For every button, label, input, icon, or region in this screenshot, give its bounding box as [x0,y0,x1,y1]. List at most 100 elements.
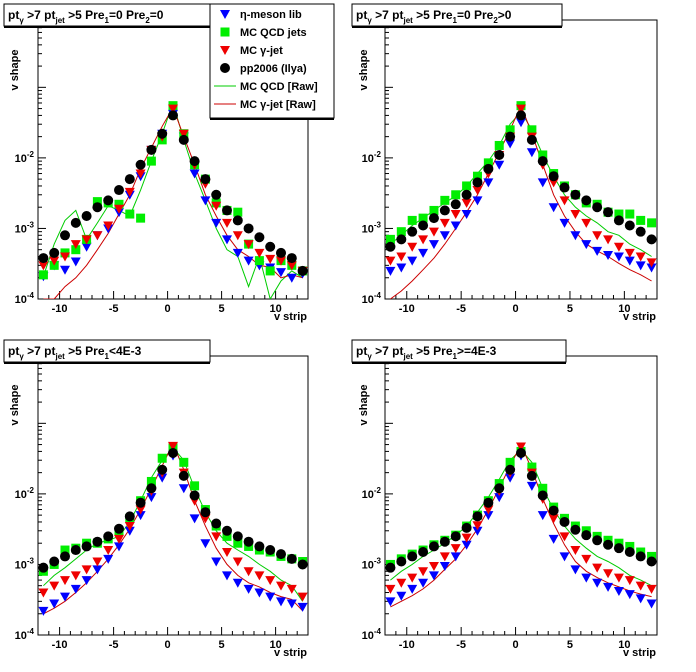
data-point [146,156,156,166]
data-point [385,562,396,573]
data-point [60,252,70,262]
y-tick-label: 10-4 [362,291,382,306]
tick-labels: -10 -5 0 5 10 10-4 10-3 10-2 [15,150,282,315]
x-axis-label: v strip [274,647,307,659]
legend-swatch [220,46,230,55]
data-point [168,441,178,451]
panel-title: ptγ >7 ptjet >5 Pre1<4E-3 [8,344,142,361]
data-point [538,483,548,493]
data-point [603,539,614,550]
y-tick-label: 10-3 [15,556,35,571]
legend-label: pp2006 (Ilya) [240,63,307,75]
data-point [428,213,439,224]
data-point [429,205,439,215]
data-point [222,205,232,216]
data-point [254,571,265,581]
data-point [114,204,124,214]
data-point [146,476,156,486]
data-point [603,207,614,218]
data-point [613,587,624,597]
legend-swatch [220,27,230,37]
data-point [407,215,417,225]
data-point [538,150,548,160]
data-point [49,247,60,258]
data-point [297,602,308,612]
data-point [243,567,254,577]
data-point [178,470,189,481]
data-point [624,256,635,266]
data-point [505,139,516,149]
data-point [254,232,265,243]
data-point [200,539,211,549]
data-point [462,181,472,191]
y-axis-label: v shape [9,385,21,426]
data-point [222,235,232,245]
data-point [103,546,114,556]
data-point [114,185,124,196]
data-point [71,245,81,255]
data-point [494,149,505,160]
data-point [92,202,103,213]
data-point [516,442,526,452]
data-point [613,573,624,583]
data-point [49,599,60,609]
data-point [297,559,308,570]
data-point [286,261,297,271]
data-point [49,256,60,266]
x-tick-label: 0 [512,639,518,651]
data-point [254,256,264,266]
data-point [494,483,505,494]
legend-label: MC QCD [Raw] [240,81,318,93]
data-point [407,256,418,266]
x-tick-label: -5 [456,639,466,651]
y-axis-label: v shape [9,50,21,91]
legend-label: MC γ-jet [240,45,283,57]
data-point [440,195,450,205]
title-box-2: ptγ >7 ptjet >5 Pre1=0 Pre2>0 [351,3,563,28]
data-point [439,536,450,547]
y-tick-label: 10-4 [15,627,35,642]
x-tick-label: 0 [165,639,171,651]
data-point [526,481,537,491]
data-point [439,562,450,572]
data-point [526,470,537,481]
data-point [592,246,603,256]
data-point [450,531,461,542]
data-point [286,584,297,594]
legend-swatch [220,63,230,73]
data-point [232,557,243,567]
y-tick-label: 10-3 [15,220,35,235]
data-point [70,584,81,594]
data-point [439,205,450,216]
data-point [146,483,157,494]
legend-label: η-meson lib [240,9,302,21]
data-point [114,199,124,209]
data-point [418,578,429,588]
data-point [135,169,146,179]
data-point [483,158,493,168]
data-point [124,187,135,197]
data-point [222,525,232,536]
data-point [646,234,657,245]
data-point [70,240,81,250]
data-point [461,533,472,543]
data-point [200,196,211,206]
data-point [157,453,167,463]
data-point [265,545,276,556]
data-point [222,571,232,581]
data-point [483,497,494,508]
data-point [407,226,418,237]
data-point [200,507,211,518]
x-tick-label: 5 [567,303,573,315]
data-point [635,226,646,237]
data-point [38,588,49,598]
data-point [38,261,49,271]
data-point [114,534,124,544]
data-point [286,599,297,609]
data-point [592,202,603,213]
data-point [211,189,222,200]
data-point [461,210,472,220]
data-point [537,156,548,167]
data-point [624,576,635,586]
series-markers [385,442,657,609]
